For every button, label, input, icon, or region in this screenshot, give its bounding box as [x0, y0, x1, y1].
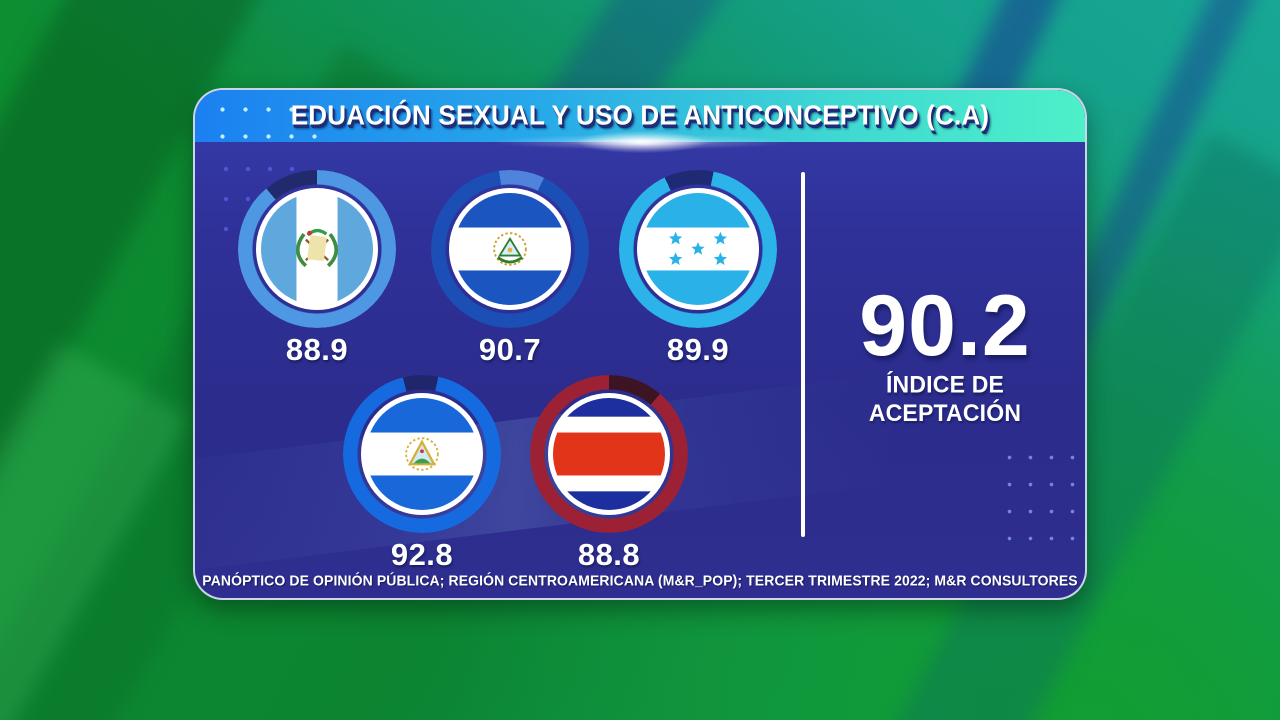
summary-label: ÍNDICE DE ACEPTACIÓN	[868, 370, 1022, 426]
card-dot-pattern-bottom-right	[999, 444, 1085, 554]
country-value: 90.7	[478, 332, 542, 367]
summary-panel: 90.2 ÍNDICE DE ACEPTACIÓN	[807, 278, 1083, 426]
country-value: 88.9	[285, 332, 349, 367]
flag-costa-rica-icon	[548, 393, 670, 515]
country-donut-nicaragua: 92.8	[343, 375, 501, 573]
page-title: EDUACIÓN SEXUAL Y USO DE ANTICONCEPTIVO …	[290, 98, 990, 132]
country-value: 88.8	[577, 537, 641, 572]
country-donut-guatemala: 88.9	[238, 170, 396, 368]
infographic-card: EDUACIÓN SEXUAL Y USO DE ANTICONCEPTIVO …	[193, 88, 1087, 600]
country-value: 92.8	[390, 537, 454, 572]
flag-el-salvador-icon	[449, 188, 571, 310]
summary-value: 90.2	[859, 278, 1031, 374]
country-donut-el-salvador: 90.7	[431, 170, 589, 368]
card-header: EDUACIÓN SEXUAL Y USO DE ANTICONCEPTIVO …	[195, 90, 1085, 148]
flag-nicaragua-icon	[361, 393, 483, 515]
flag-honduras-icon	[637, 188, 759, 310]
flag-guatemala-icon	[256, 188, 378, 310]
country-donut-costa-rica: 88.8	[530, 375, 688, 573]
country-value: 89.9	[666, 332, 730, 367]
country-donut-honduras: 89.9	[619, 170, 777, 368]
source-text: PANÓPTICO DE OPINIÓN PÚBLICA; REGIÓN CEN…	[202, 571, 1078, 589]
vertical-divider	[801, 172, 805, 537]
